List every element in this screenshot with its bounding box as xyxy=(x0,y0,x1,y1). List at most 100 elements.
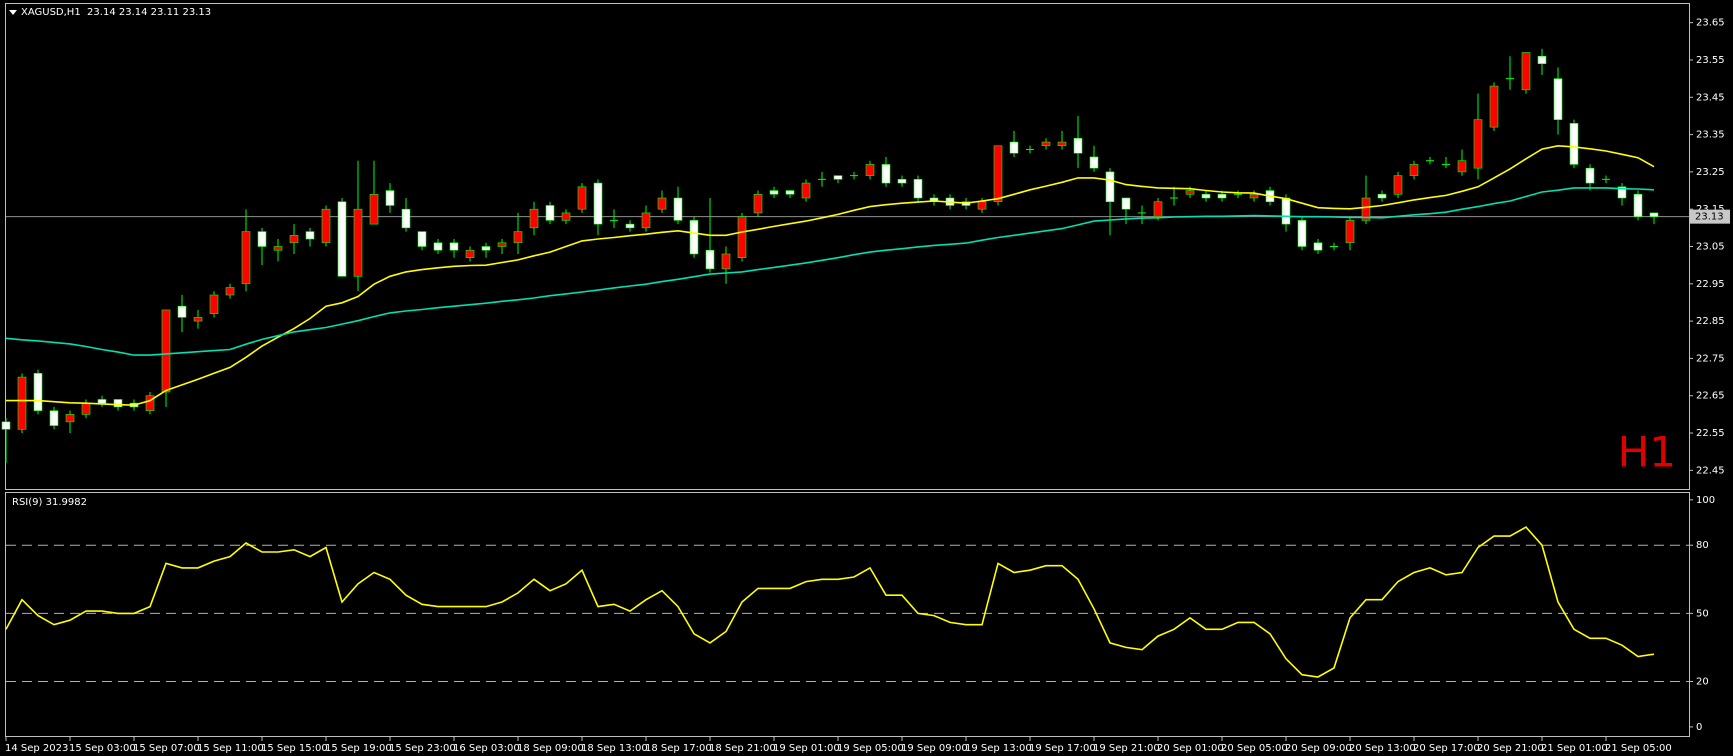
y-tick-label: 22.65 xyxy=(1696,391,1725,402)
candle-body xyxy=(337,201,347,277)
rsi-line xyxy=(5,526,1655,678)
x-tick-label: 18 Sep 17:00 xyxy=(645,743,712,754)
x-tick-label: 15 Sep 23:00 xyxy=(389,743,456,754)
candle-body xyxy=(17,376,27,430)
x-tick-label: 19 Sep 13:00 xyxy=(965,743,1032,754)
x-tick-label: 19 Sep 01:00 xyxy=(773,743,840,754)
candle-body xyxy=(65,414,75,423)
candle-body xyxy=(1297,220,1307,247)
chart-title: XAGUSD,H1 23.14 23.14 23.11 23.13 xyxy=(21,7,211,18)
x-tick-label: 15 Sep 07:00 xyxy=(133,743,200,754)
x-tick-label: 20 Sep 13:00 xyxy=(1349,743,1416,754)
y-tick-label: 20 xyxy=(1696,676,1709,687)
candle-body xyxy=(1489,85,1499,128)
x-tick-label: 18 Sep 13:00 xyxy=(581,743,648,754)
candle-body xyxy=(625,223,635,229)
candle-body xyxy=(993,145,1003,203)
candle-body xyxy=(1249,193,1259,199)
candle-body xyxy=(481,246,491,251)
candle-body xyxy=(561,212,571,221)
x-tick-label: 20 Sep 17:00 xyxy=(1413,743,1480,754)
candle-body xyxy=(433,242,443,251)
candle-body xyxy=(497,242,507,247)
candle-body xyxy=(369,193,379,225)
candle-body xyxy=(705,249,715,270)
candle-body xyxy=(1361,197,1371,221)
candle-body xyxy=(721,253,731,270)
candle-body xyxy=(1153,201,1163,217)
y-tick-label: 22.55 xyxy=(1696,428,1725,439)
price-label-box xyxy=(1690,209,1730,224)
candle-body xyxy=(241,231,251,285)
candle-body xyxy=(769,190,779,195)
menu-arrow[interactable] xyxy=(9,10,17,15)
candle-body xyxy=(1585,167,1595,184)
y-tick-label: 22.75 xyxy=(1696,353,1725,364)
candle-body xyxy=(1089,156,1099,169)
candle-body xyxy=(1313,242,1323,251)
x-tick-label: 21 Sep 01:00 xyxy=(1541,743,1608,754)
candle-body xyxy=(49,410,59,426)
y-tick-label: 0 xyxy=(1696,722,1702,733)
candle-body xyxy=(1201,193,1211,199)
y-tick-label: 23.05 xyxy=(1696,242,1725,253)
candle-body xyxy=(81,402,91,415)
x-tick-label: 18 Sep 09:00 xyxy=(517,743,584,754)
candle-body xyxy=(273,246,283,251)
x-tick-label: 19 Sep 17:00 xyxy=(1029,743,1096,754)
candle-body xyxy=(1617,186,1627,199)
candle-body xyxy=(257,231,267,247)
candle-body xyxy=(113,399,123,408)
candle-body xyxy=(641,212,651,229)
y-tick-label: 23.45 xyxy=(1696,92,1725,103)
y-tick-label: 100 xyxy=(1696,495,1715,506)
y-tick-label: 50 xyxy=(1696,608,1709,619)
candle-body xyxy=(145,395,155,411)
y-tick-label: 22.95 xyxy=(1696,279,1725,290)
x-tick-label: 15 Sep 03:00 xyxy=(69,743,136,754)
candle-body xyxy=(161,309,171,393)
candle-body xyxy=(449,242,459,251)
candle-body xyxy=(321,208,331,244)
candle-body xyxy=(225,287,235,296)
candle-body xyxy=(1041,141,1051,147)
candle-body xyxy=(1393,175,1403,195)
candle-body xyxy=(209,294,219,314)
rsi-panel-frame xyxy=(5,492,1690,737)
candle-body xyxy=(977,201,987,210)
x-tick-label: 19 Sep 09:00 xyxy=(901,743,968,754)
candle-body xyxy=(657,197,667,210)
y-tick-label: 23.35 xyxy=(1696,130,1725,141)
x-tick-label: 20 Sep 01:00 xyxy=(1157,743,1224,754)
candle-body xyxy=(673,197,683,221)
candle-body xyxy=(689,220,699,255)
candle-body xyxy=(417,231,427,247)
candle-body xyxy=(1473,119,1483,169)
candle-body xyxy=(1,421,11,430)
y-tick-label: 22.85 xyxy=(1696,316,1725,327)
candle-body xyxy=(1553,78,1563,120)
candle-body xyxy=(465,249,475,258)
candle-body xyxy=(401,208,411,229)
candle-body xyxy=(1057,141,1067,147)
candle-body xyxy=(1569,123,1579,165)
candle-body xyxy=(865,164,875,176)
candle-body xyxy=(1105,171,1115,203)
candle-body xyxy=(353,208,363,277)
candle-body xyxy=(1185,190,1195,195)
candle-body xyxy=(1009,141,1019,154)
candle-body xyxy=(737,216,747,258)
candle-body xyxy=(1281,197,1291,225)
x-tick-label: 21 Sep 05:00 xyxy=(1605,743,1672,754)
candle-body xyxy=(577,186,587,210)
candle-body xyxy=(1409,164,1419,176)
moving-average xyxy=(5,187,1655,356)
candle-body xyxy=(177,305,187,318)
candle-body xyxy=(785,190,795,195)
candle-body xyxy=(545,205,555,221)
x-tick-label: 20 Sep 05:00 xyxy=(1221,743,1288,754)
x-tick-label: 20 Sep 21:00 xyxy=(1477,743,1544,754)
